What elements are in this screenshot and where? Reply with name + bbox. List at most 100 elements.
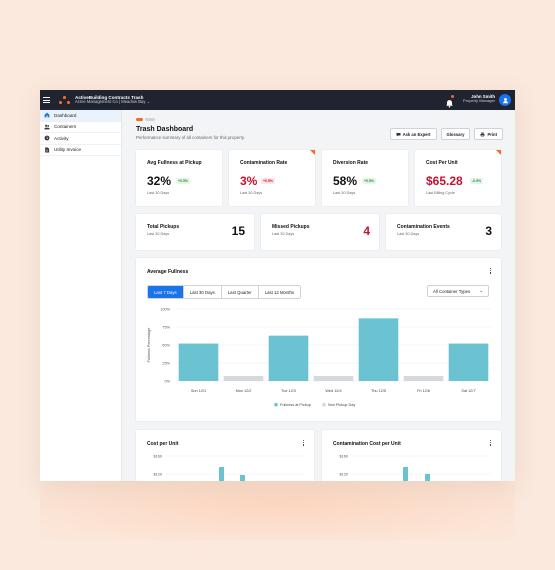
chat-icon — [396, 132, 401, 136]
y-tick-label: 50% — [162, 343, 170, 347]
sidebar-item-dashboard[interactable]: Dashboard — [40, 110, 121, 122]
legend-label: Fullness at Pickup — [280, 403, 311, 407]
kpi-label: Diversion Rate — [333, 160, 369, 166]
contamination-cost-card: Contamination Cost per Unit $160 $120 — [322, 430, 501, 481]
sidebar-item-label: Dashboard — [54, 112, 77, 118]
stat-period: Last 30 Days — [147, 232, 170, 236]
glossary-label: Glossary — [446, 131, 465, 137]
kpi-period: Last 30 Days — [333, 191, 356, 195]
time-range-tabs: Last 7 Days Last 30 Days Last Quarter La… — [147, 285, 302, 299]
y-tick-label: $160 — [154, 454, 162, 458]
sidebar-item-label: Utility Invoice — [54, 147, 82, 153]
kpi-change-badge: -0.5% — [470, 178, 484, 184]
stat-label: Missed Pickups — [272, 224, 310, 230]
bar-fullness — [448, 343, 489, 381]
bar — [240, 475, 245, 481]
user-name: John Smith — [471, 94, 495, 99]
breadcrumb-marker — [136, 118, 143, 121]
chart-title: Contamination Cost per Unit — [333, 441, 401, 447]
activity-icon — [44, 135, 50, 141]
x-tick-label: Mon 12/2 — [236, 389, 252, 393]
y-tick-label: $120 — [340, 472, 348, 476]
sidebar-item-utility-invoice[interactable]: Utility Invoice — [40, 145, 121, 156]
kpi-label: Avg Fullness at Pickup — [147, 160, 202, 166]
user-icon — [502, 97, 508, 103]
y-tick-label: 75% — [162, 325, 170, 329]
sidebar-item-containers[interactable]: Containers — [40, 122, 121, 133]
org-label: Acme Management Co | Meadow Bay — [75, 99, 146, 105]
print-button[interactable]: Print — [474, 128, 503, 140]
stat-period: Last 30 Days — [272, 232, 295, 236]
menu-icon[interactable] — [43, 90, 55, 110]
sidebar: Dashboard Containers Activity Utility In… — [40, 110, 122, 481]
alert-corner-flag — [310, 150, 315, 155]
glossary-button[interactable]: Glossary — [440, 128, 471, 140]
breadcrumb-placeholder — [145, 118, 155, 121]
x-tick-label: Wed 12/4 — [325, 389, 341, 393]
y-tick-label: $160 — [340, 454, 348, 458]
print-label: Print — [487, 131, 497, 137]
bar — [403, 467, 408, 481]
contamination-cost-chart: $160 $120 — [340, 454, 491, 481]
background-glow — [40, 470, 515, 540]
legend-swatch — [322, 402, 326, 407]
more-options-icon[interactable] — [489, 440, 492, 446]
sidebar-item-label: Activity — [54, 135, 69, 141]
kpi-period: Last 30 Days — [147, 191, 170, 195]
org-selector[interactable]: Acme Management Co | Meadow Bay ⌄ — [75, 99, 151, 105]
chart-title: Cost per Unit — [147, 441, 179, 447]
tab-last-7-days[interactable]: Last 7 Days — [148, 286, 184, 298]
container-type-select[interactable]: All Container Types ⌄ — [427, 285, 489, 297]
legend-label: Non Pickup Day — [328, 403, 355, 407]
sidebar-item-label: Containers — [54, 124, 77, 130]
main-content: Trash Dashboard Performance summary of a… — [122, 110, 515, 481]
x-tick-label: Tue 12/3 — [281, 389, 296, 393]
app-window: ActiveBuilding Contracts Trash Acme Mana… — [40, 90, 515, 481]
page-actions: Ask an Expert Glossary Print — [389, 128, 503, 140]
stat-value: 3 — [485, 224, 492, 238]
bar-fullness — [268, 335, 309, 381]
kpi-card-avg-fullness: Avg Fullness at Pickup 32% +0.5% Last 30… — [136, 150, 222, 206]
more-options-icon[interactable] — [302, 440, 305, 446]
chevron-down-icon: ⌄ — [479, 288, 483, 293]
tab-last-30-days[interactable]: Last 30 Days — [183, 286, 222, 298]
alert-corner-flag — [496, 150, 501, 155]
stat-label: Contamination Events — [397, 224, 450, 230]
people-icon — [44, 124, 50, 130]
more-options-icon[interactable] — [489, 268, 492, 274]
tab-last-12-months[interactable]: Last 12 Months — [258, 286, 301, 298]
x-tick-label: Sun 12/1 — [191, 389, 206, 393]
kpi-value: 3% — [240, 174, 258, 188]
kpi-value: 32% — [147, 174, 172, 188]
kpi-value: 58% — [333, 174, 358, 188]
user-menu[interactable]: John Smith Property Manager — [463, 94, 495, 104]
brand[interactable]: ActiveBuilding Contracts Trash Acme Mana… — [75, 95, 150, 105]
stat-card-contamination-events: Contamination Events Last 30 Days 3 — [386, 214, 501, 250]
breadcrumb — [136, 118, 155, 121]
tab-last-quarter[interactable]: Last Quarter — [221, 286, 259, 298]
stat-card-total-pickups: Total Pickups Last 30 Days 15 — [136, 214, 254, 250]
y-tick-label: $120 — [154, 472, 162, 476]
stat-label: Total Pickups — [147, 224, 180, 230]
top-bar: ActiveBuilding Contracts Trash Acme Mana… — [40, 90, 515, 110]
bar-fullness — [178, 343, 219, 381]
y-tick-label: 25% — [162, 361, 170, 365]
home-icon — [44, 112, 50, 118]
ask-expert-label: Ask an Expert — [402, 131, 431, 137]
avatar[interactable] — [499, 94, 511, 106]
sidebar-item-activity[interactable]: Activity — [40, 133, 121, 145]
chart-title: Average Fullness — [147, 269, 189, 275]
ask-expert-button[interactable]: Ask an Expert — [389, 128, 437, 140]
bell-icon[interactable] — [445, 95, 454, 108]
stat-value: 4 — [363, 224, 370, 238]
kpi-card-diversion-rate: Diversion Rate 58% +0.5% Last 30 Days — [322, 150, 408, 206]
x-tick-label: Thu 12/5 — [371, 389, 386, 393]
kpi-label: Contamination Rate — [240, 160, 288, 166]
bar-non-pickup — [223, 375, 264, 381]
kpi-change-badge: +0.5% — [176, 178, 191, 184]
kpi-value: $65.28 — [426, 174, 463, 188]
legend-swatch — [274, 402, 278, 407]
select-value: All Container Types — [433, 288, 471, 294]
stat-value: 15 — [231, 224, 245, 238]
app-name: ActiveBuilding Contracts Trash — [75, 95, 144, 101]
